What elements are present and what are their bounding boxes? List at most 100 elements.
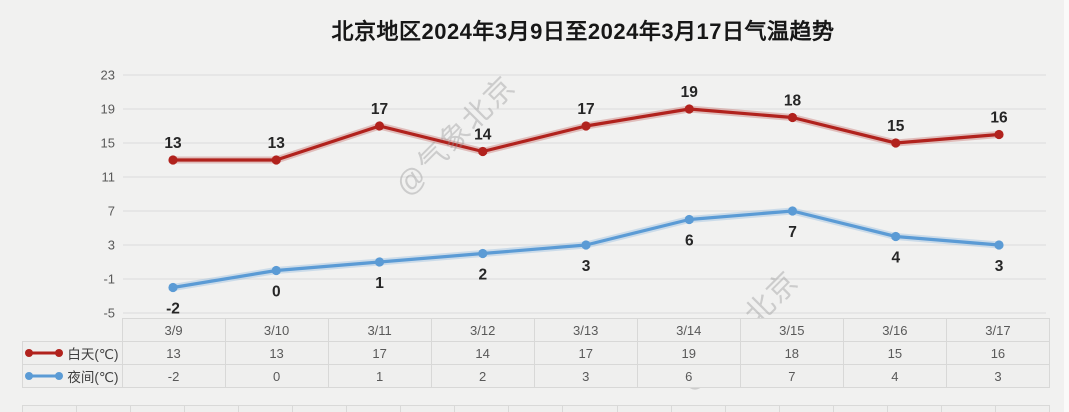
partial-cell [293, 406, 348, 412]
data-point-marker [787, 206, 798, 216]
table-data-row: 夜间(℃) -2 0 1 2 3 6 7 4 3 [22, 364, 1051, 388]
date-header-cell: 3/9 [121, 318, 226, 342]
partial-cell [888, 406, 942, 412]
data-point-marker [168, 155, 178, 165]
value-cell: 2 [430, 364, 535, 388]
partial-cell [22, 406, 78, 412]
value-cell: 13 [121, 341, 226, 365]
legend-label: 白天(℃) [67, 347, 119, 362]
right-edge-strip [1064, 0, 1069, 412]
data-point-label: 1 [375, 275, 384, 292]
date-header-cell: 3/16 [842, 318, 947, 342]
value-cell: 13 [224, 341, 329, 365]
partial-cell [672, 406, 726, 412]
value-cell: 0 [224, 364, 329, 388]
value-cell: 7 [739, 364, 844, 388]
table-data-row: 白天(℃) 13 13 17 14 17 19 18 15 16 [22, 341, 1051, 365]
table-header-row: 3/9 3/10 3/11 3/12 3/13 3/14 3/15 3/16 3/17 [23, 318, 1051, 342]
y-axis-tick-label: 23 [101, 68, 115, 83]
data-point-marker [994, 240, 1004, 250]
y-axis-tick-label: 11 [102, 170, 116, 185]
data-point-label: 13 [268, 135, 286, 152]
data-point-label: 2 [478, 267, 487, 284]
value-cell: 3 [533, 364, 638, 388]
legend-line-icon [25, 349, 64, 357]
partial-cell [563, 406, 618, 412]
data-point-label: -2 [166, 301, 180, 318]
value-cell: 3 [945, 364, 1051, 388]
y-axis-tick-label: -5 [103, 306, 115, 321]
data-point-marker [994, 129, 1004, 140]
legend-line-icon [25, 372, 64, 380]
partial-cell [618, 406, 672, 412]
value-cell: 6 [636, 364, 741, 388]
partial-cell [239, 406, 294, 412]
partial-cell [509, 406, 564, 412]
data-point-label: 14 [474, 127, 492, 144]
data-point-label: 18 [784, 93, 802, 110]
value-cell: 14 [430, 341, 535, 365]
y-axis-tick-label: 7 [108, 204, 115, 219]
partial-cell [347, 406, 402, 412]
data-point-marker [271, 265, 281, 276]
data-point-marker [581, 240, 591, 250]
data-point-label: 17 [577, 101, 594, 118]
partial-cell [401, 406, 456, 412]
partial-cell [780, 406, 834, 412]
data-point-label: 7 [788, 224, 797, 241]
date-header-cell: 3/11 [327, 318, 432, 342]
legend-label: 夜间(℃) [67, 370, 119, 385]
data-point-marker [581, 121, 591, 131]
value-cell: -2 [121, 364, 226, 388]
data-point-marker [374, 121, 385, 131]
data-point-label: 0 [272, 284, 281, 301]
y-axis-tick-label: 15 [101, 136, 115, 151]
legend-cell: 白天(℃) [22, 341, 123, 365]
data-point-marker [684, 104, 694, 114]
data-point-label: 17 [371, 101, 388, 118]
data-point-label: 13 [164, 135, 182, 152]
data-point-marker [168, 282, 178, 293]
data-point-label: 4 [891, 250, 900, 267]
data-point-marker [271, 155, 281, 165]
data-point-marker [891, 231, 901, 242]
partial-cell [726, 406, 780, 412]
partial-cell [77, 406, 132, 412]
partial-cell [455, 406, 510, 412]
data-point-label: 3 [995, 258, 1004, 275]
value-cell: 16 [945, 341, 1051, 365]
value-cell: 1 [327, 364, 432, 388]
y-axis-tick-label: 3 [108, 238, 115, 253]
data-point-marker [684, 214, 694, 225]
value-cell: 19 [636, 341, 741, 365]
chart-title: 北京地区2024年3月9日至2024年3月17日气温趋势 [331, 19, 835, 44]
data-point-marker [374, 257, 385, 267]
legend-cell: 夜间(℃) [22, 364, 123, 388]
data-point-marker [891, 138, 901, 148]
data-point-marker [478, 146, 488, 157]
partial-cell [996, 406, 1050, 412]
data-point-marker [478, 248, 488, 259]
date-header-cell: 3/15 [739, 318, 844, 342]
date-header-cell: 3/14 [636, 318, 741, 342]
value-cell: 4 [842, 364, 947, 388]
date-header-cell: 3/17 [945, 318, 1051, 342]
data-point-marker [787, 112, 798, 123]
value-cell: 15 [842, 341, 947, 365]
partial-cell [834, 406, 888, 412]
y-axis-tick-label: 19 [101, 102, 115, 117]
date-header-cell: 3/10 [224, 318, 329, 342]
value-cell: 17 [533, 341, 638, 365]
data-point-label: 19 [681, 84, 699, 101]
temperature-table: 3/9 3/10 3/11 3/12 3/13 3/14 3/15 3/16 3/17 白天(℃)… [22, 318, 1051, 388]
y-axis-tick-label: -1 [103, 272, 115, 287]
partial-table-row [22, 405, 1050, 412]
data-point-label: 3 [582, 258, 591, 275]
data-point-label: 16 [990, 110, 1008, 127]
data-point-label: 15 [887, 118, 905, 135]
date-header-cell: 3/12 [430, 318, 535, 342]
value-cell: 18 [739, 341, 844, 365]
value-cell: 17 [327, 341, 432, 365]
